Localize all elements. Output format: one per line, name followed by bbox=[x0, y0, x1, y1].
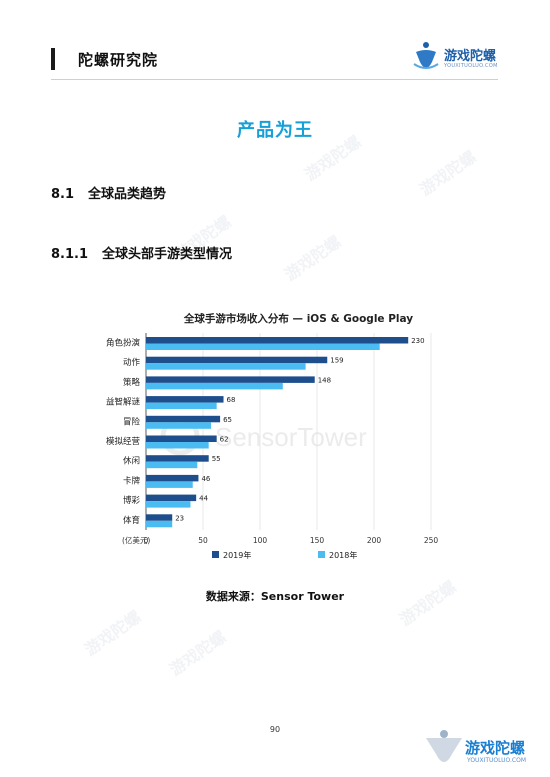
legend-label-2019: 2019年 bbox=[223, 550, 251, 560]
x-tick-label: 100 bbox=[253, 536, 268, 545]
bar-2018 bbox=[146, 501, 191, 508]
bar-2019 bbox=[146, 474, 199, 482]
bar-2018 bbox=[146, 382, 283, 390]
bar-2018 bbox=[146, 422, 211, 429]
bar-2019 bbox=[146, 435, 217, 442]
heading-8-1-1: 8.1.1 全球头部手游类型情况 bbox=[51, 243, 232, 262]
page-number: 90 bbox=[269, 725, 281, 734]
x-tick-label: 150 bbox=[310, 536, 325, 545]
spinning-top-logo-icon bbox=[413, 42, 439, 69]
logo-text: 游戏陀螺 bbox=[444, 49, 497, 64]
bar-2019 bbox=[146, 376, 315, 383]
data-label: 23 bbox=[175, 514, 184, 522]
bar-2019 bbox=[146, 356, 328, 364]
data-label: 62 bbox=[220, 436, 229, 444]
footer-logo-text: 游戏陀螺 bbox=[465, 739, 526, 757]
data-label: 159 bbox=[330, 357, 343, 365]
category-label: 博彩 bbox=[123, 495, 141, 506]
unit-label: (亿美元) bbox=[122, 535, 150, 545]
bar-2019 bbox=[146, 415, 221, 423]
header-accent-bar bbox=[51, 48, 55, 70]
header-title: 陀螺研究院 bbox=[78, 51, 159, 69]
footer-logo-subtext: YOUXITUOLUO.COM bbox=[467, 757, 527, 764]
x-tick-label: 50 bbox=[198, 536, 208, 545]
data-label: 230 bbox=[411, 337, 424, 345]
category-label: 体育 bbox=[123, 515, 140, 526]
heading-number: 8.1.1 bbox=[51, 247, 89, 262]
bar-2018 bbox=[146, 343, 380, 350]
chart-title: 全球手游市场收入分布 — iOS & Google Play bbox=[183, 312, 413, 325]
category-label: 模拟经营 bbox=[106, 436, 140, 447]
bar-2018 bbox=[146, 481, 193, 488]
data-label: 46 bbox=[201, 475, 210, 483]
footer-spinning-top-icon bbox=[426, 730, 462, 762]
header-divider bbox=[51, 79, 498, 80]
legend-label-2018: 2018年 bbox=[329, 550, 357, 560]
data-label: 55 bbox=[212, 455, 221, 463]
bar-2018 bbox=[146, 442, 209, 449]
heading-text: 全球头部手游类型情况 bbox=[102, 247, 233, 262]
bar-2019 bbox=[146, 337, 409, 344]
category-label: 卡牌 bbox=[123, 475, 141, 486]
x-tick-label: 0 bbox=[144, 536, 149, 545]
heading-number: 8.1 bbox=[51, 187, 75, 202]
chart-source: 数据来源：Sensor Tower bbox=[205, 590, 345, 603]
heading-8-1: 8.1 全球品类趋势 bbox=[51, 183, 166, 202]
data-label: 68 bbox=[227, 396, 236, 404]
bar-2018 bbox=[146, 520, 173, 528]
category-label: 益智解谜 bbox=[106, 397, 141, 408]
legend-swatch-2018 bbox=[318, 551, 325, 558]
bar-2018 bbox=[146, 461, 198, 469]
heading-text: 全球品类趋势 bbox=[88, 187, 167, 202]
data-label: 148 bbox=[318, 376, 331, 384]
bar-2018 bbox=[146, 363, 306, 370]
bar-2019 bbox=[146, 514, 173, 521]
category-label: 冒险 bbox=[123, 416, 141, 427]
x-tick-label: 250 bbox=[424, 536, 439, 545]
bar-2019 bbox=[146, 455, 209, 462]
data-label: 44 bbox=[199, 495, 208, 503]
bar-2019 bbox=[146, 494, 197, 502]
data-label: 65 bbox=[223, 416, 232, 424]
logo-subtext: YOUXITUOLUO.COM bbox=[444, 63, 498, 69]
bar-2018 bbox=[146, 402, 217, 410]
x-tick-label: 200 bbox=[367, 536, 382, 545]
category-label: 动作 bbox=[123, 357, 141, 368]
bar-2019 bbox=[146, 396, 224, 403]
watermark-brand: SensorTower bbox=[215, 422, 367, 452]
category-label: 休闲 bbox=[123, 456, 140, 467]
category-label: 角色扮演 bbox=[106, 338, 141, 349]
section-title: 产品为王 bbox=[237, 120, 313, 141]
category-label: 策略 bbox=[123, 377, 141, 388]
legend-swatch-2019 bbox=[212, 551, 219, 558]
